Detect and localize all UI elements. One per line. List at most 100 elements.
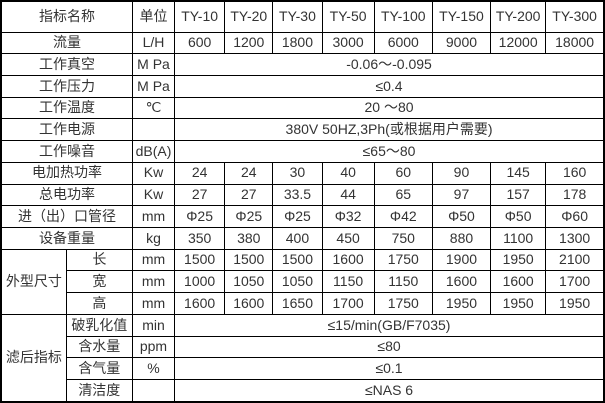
value-cell: Φ42 <box>373 205 433 228</box>
value-cell: 1050 <box>224 270 274 294</box>
row-heating-power: 电加热功率 Kw 24 24 30 40 60 90 145 160 <box>0 161 605 185</box>
value-cell: 880 <box>431 226 492 250</box>
model-header: TY-30 <box>272 0 323 33</box>
sub-row-label: 含气量 <box>65 357 133 380</box>
row-gas-content: 含气量 % ≤0.1 <box>1 357 605 380</box>
merged-value-cell: ≤15/min(GB/F7035) <box>174 313 605 337</box>
row-dimension-width: 宽 mm 1000 1050 1050 1150 1150 1600 1600 … <box>1 270 605 294</box>
model-header: TY-50 <box>321 0 375 33</box>
sub-row-label: 长 <box>65 248 133 272</box>
value-cell: 24 <box>174 161 226 185</box>
value-cell: 27 <box>224 183 274 207</box>
row-label: 总电功率 <box>0 183 133 207</box>
unit-cell: Kw <box>131 183 176 207</box>
value-cell: 157 <box>490 183 547 207</box>
row-label: 工作电源 <box>0 118 133 142</box>
value-cell: 160 <box>545 161 605 185</box>
value-cell: 1950 <box>545 292 605 315</box>
row-weight: 设备重量 kg 350 380 400 450 750 880 1100 130… <box>0 226 605 250</box>
value-cell: 44 <box>321 183 375 207</box>
value-cell: 2100 <box>545 248 605 272</box>
unit-cell: M Pa <box>131 74 176 98</box>
merged-value-cell: ≤80 <box>174 335 605 359</box>
unit-cell: mm <box>131 270 176 294</box>
unit-cell: mm <box>131 292 176 315</box>
merged-value-cell: 20 ～80 <box>174 96 605 120</box>
unit-cell: ppm <box>131 335 176 359</box>
row-noise: 工作噪音 dB(A) ≤65～80 <box>0 140 605 163</box>
sub-row-label: 高 <box>65 292 133 315</box>
value-cell: 1050 <box>272 270 323 294</box>
value-cell: 1950 <box>490 248 547 272</box>
unit-cell: dB(A) <box>131 140 176 163</box>
row-pressure: 工作压力 M Pa ≤0.4 <box>0 74 605 98</box>
value-cell: 1600 <box>431 270 492 294</box>
value-cell: 750 <box>373 226 433 250</box>
value-cell: 27 <box>174 183 226 207</box>
row-power-supply: 工作电源 380V 50HZ,3Ph(或根据用户需要) <box>0 118 605 142</box>
value-cell: 1200 <box>224 31 274 55</box>
value-cell: 1150 <box>373 270 433 294</box>
unit-cell: mm <box>131 248 176 272</box>
value-cell: 1500 <box>174 248 226 272</box>
merged-value-cell: -0.06～-0.095 <box>174 53 605 76</box>
sub-row-label: 清洁度 <box>65 379 133 403</box>
sub-row-label: 破乳化值 <box>65 313 133 337</box>
value-cell: 400 <box>272 226 323 250</box>
value-cell: 24 <box>224 161 274 185</box>
value-cell: 1000 <box>174 270 226 294</box>
unit-cell: Kw <box>131 161 176 185</box>
value-cell: 40 <box>321 161 375 185</box>
value-cell: Φ32 <box>321 205 375 228</box>
merged-value-cell: ≤65～80 <box>174 140 605 163</box>
value-cell: 97 <box>431 183 492 207</box>
unit-cell: kg <box>131 226 176 250</box>
value-cell: 145 <box>490 161 547 185</box>
value-cell: 1600 <box>174 292 226 315</box>
merged-value-cell: ≤NAS 6 <box>174 379 605 403</box>
row-label: 设备重量 <box>0 226 133 250</box>
model-header: TY-150 <box>431 0 492 33</box>
value-cell: 12000 <box>490 31 547 55</box>
value-cell: 65 <box>373 183 433 207</box>
value-cell: 90 <box>431 161 492 185</box>
row-label: 工作噪音 <box>0 140 133 163</box>
row-label: 电加热功率 <box>0 161 133 185</box>
row-label: 工作真空 <box>0 53 133 76</box>
model-header: TY-10 <box>174 0 226 33</box>
value-cell: 1600 <box>490 270 547 294</box>
value-cell: 1500 <box>224 248 274 272</box>
value-cell: 1100 <box>490 226 547 250</box>
value-cell: 6000 <box>373 31 433 55</box>
corner-header: 指标名称 <box>0 0 133 33</box>
row-water-content: 含水量 ppm ≤80 <box>1 335 605 359</box>
value-cell: Φ25 <box>272 205 323 228</box>
row-label: 流量 <box>0 31 133 55</box>
group-label-filtered: 滤后指标 <box>0 313 67 403</box>
value-cell: Φ60 <box>545 205 605 228</box>
model-header: TY-200 <box>490 0 547 33</box>
row-label: 工作压力 <box>0 74 133 98</box>
model-header: TY-300 <box>545 0 605 33</box>
value-cell: 60 <box>373 161 433 185</box>
unit-cell: L/H <box>131 31 176 55</box>
value-cell: Φ25 <box>174 205 226 228</box>
sub-row-label: 宽 <box>65 270 133 294</box>
merged-value-cell: 380V 50HZ,3Ph(或根据用户需要) <box>174 118 605 142</box>
group-label-dimensions: 外型尺寸 <box>0 248 67 315</box>
unit-cell: mm <box>131 205 176 228</box>
value-cell: 18000 <box>545 31 605 55</box>
row-demulsification: 滤后指标 破乳化值 min ≤15/min(GB/F7035) <box>0 313 605 403</box>
value-cell: 1500 <box>272 248 323 272</box>
value-cell: Φ50 <box>431 205 492 228</box>
value-cell: 1700 <box>545 270 605 294</box>
unit-cell: % <box>131 357 176 380</box>
value-cell: 30 <box>272 161 323 185</box>
row-flow: 流量 L/H 600 1200 1800 3000 6000 9000 1200… <box>0 31 605 55</box>
value-cell: 450 <box>321 226 375 250</box>
merged-value-cell: ≤0.4 <box>174 74 605 98</box>
value-cell: 1750 <box>373 292 433 315</box>
model-header: TY-100 <box>373 0 433 33</box>
